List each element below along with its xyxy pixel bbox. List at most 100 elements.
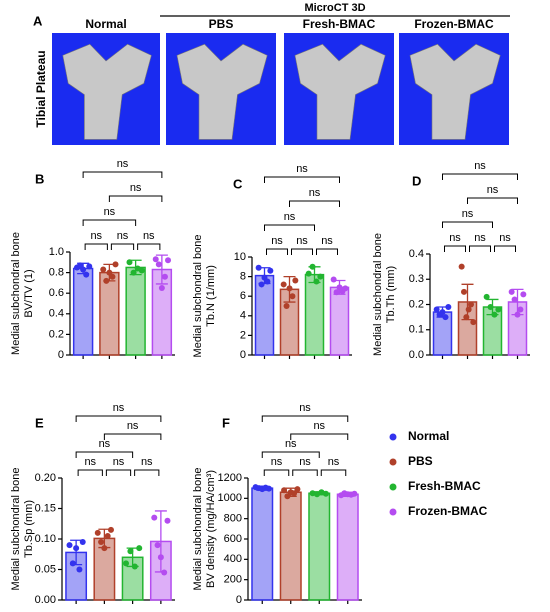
data-point [460, 288, 467, 295]
significance-bracket [444, 245, 466, 252]
data-point [152, 256, 159, 263]
significance-bracket [290, 433, 349, 440]
data-point [83, 271, 90, 278]
significance-bracket [75, 451, 134, 458]
bar [72, 267, 94, 356]
y-tick-label: 0.1 [409, 324, 424, 336]
data-point [468, 301, 475, 308]
legend-marker [389, 458, 397, 466]
significance-label: ns [117, 158, 129, 170]
y-tick-label: 8 [240, 271, 246, 283]
data-point [289, 293, 296, 300]
legend-label: Fresh-BMAC [408, 479, 481, 493]
significance-bracket [494, 245, 516, 252]
data-point [283, 303, 290, 309]
y-tick-label: 1200 [218, 472, 242, 484]
data-point [66, 542, 73, 549]
y-tick-label: 0.20 [35, 472, 56, 484]
bar [125, 266, 146, 356]
bone-render [176, 43, 268, 140]
y-tick-label: 0.3 [409, 273, 424, 285]
data-point [73, 545, 80, 552]
significance-label: ns [143, 230, 155, 242]
significance-label: ns [271, 235, 283, 247]
data-point [98, 539, 105, 546]
data-point [511, 296, 518, 303]
significance-label: ns [84, 456, 96, 468]
y-tick-label: 4 [240, 310, 246, 322]
significance-label: ns [309, 187, 321, 199]
data-point [517, 306, 524, 313]
significance-label: ns [487, 184, 499, 196]
data-point [439, 309, 446, 316]
significance-bracket [291, 248, 313, 255]
y-tick-label: 0.2 [49, 328, 64, 340]
bone-render [62, 43, 152, 140]
data-point [100, 266, 107, 273]
data-point [508, 288, 515, 295]
significance-label: ns [90, 230, 102, 242]
data-point [158, 285, 165, 292]
data-point [351, 490, 358, 497]
significance-bracket [77, 469, 103, 476]
significance-bracket [108, 195, 163, 202]
header: MicroCT 3D [304, 2, 365, 14]
data-point [514, 311, 521, 318]
data-point [136, 545, 143, 552]
panel-label: B [35, 171, 44, 186]
data-point [470, 319, 477, 326]
data-point [69, 560, 76, 567]
y-axis-label: BV/TV (1) [23, 269, 35, 317]
significance-bracket [261, 451, 320, 458]
data-point [465, 306, 472, 313]
column-title: Frozen-BMAC [414, 17, 494, 31]
data-point [281, 487, 288, 494]
data-point [322, 490, 329, 497]
significance-bracket [261, 415, 349, 422]
y-tick-label: 200 [224, 574, 242, 586]
panel-label: E [35, 415, 44, 430]
bar [251, 487, 274, 601]
y-tick-label: 10 [234, 251, 246, 263]
data-point [491, 311, 498, 318]
significance-label: ns [296, 235, 308, 247]
data-point [131, 563, 138, 570]
y-axis-label: Tb.N (1/mm) [205, 265, 217, 327]
bar [336, 493, 359, 601]
y-tick-label: 0.6 [49, 287, 64, 299]
significance-bracket [84, 243, 108, 250]
data-point [155, 261, 162, 268]
data-point [164, 517, 171, 524]
significance-label: ns [271, 456, 283, 468]
significance-label: ns [296, 163, 308, 175]
y-tick-label: 0.0 [409, 349, 424, 361]
significance-label: ns [462, 208, 474, 220]
data-point [104, 532, 111, 539]
data-point [342, 285, 349, 292]
significance-bracket [263, 469, 290, 476]
data-point [154, 542, 161, 549]
column-title: PBS [209, 17, 234, 31]
y-axis-label: Tb.Th (mm) [385, 266, 397, 323]
y-tick-label: 600 [224, 533, 242, 545]
data-point [165, 257, 172, 264]
y-tick-label: 0 [236, 594, 242, 606]
data-point [445, 304, 452, 311]
significance-bracket [82, 171, 163, 178]
bone-render [409, 43, 501, 140]
y-tick-label: 1.0 [49, 246, 64, 258]
significance-bracket [289, 200, 340, 207]
significance-label: ns [284, 211, 296, 223]
y-axis-label: BV density (mg/HA/cm³) [205, 470, 217, 588]
data-point [520, 291, 527, 298]
significance-label: ns [127, 420, 139, 432]
bone-render [294, 43, 386, 140]
data-point [495, 306, 502, 313]
significance-bracket [442, 173, 518, 180]
data-point [107, 526, 114, 533]
significance-label: ns [449, 232, 461, 244]
y-tick-label: 2 [240, 329, 246, 341]
significance-label: ns [113, 456, 125, 468]
significance-bracket [266, 248, 288, 255]
